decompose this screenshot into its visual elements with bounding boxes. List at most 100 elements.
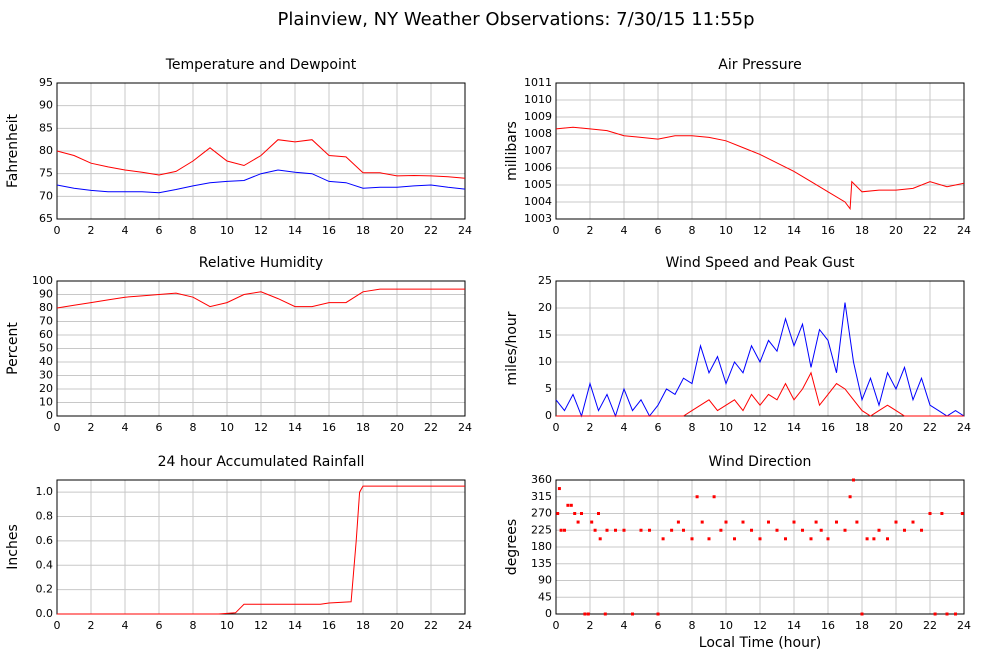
data-point — [894, 520, 898, 524]
x-tick-label: 2 — [88, 224, 95, 237]
x-tick-label: 22 — [923, 224, 937, 237]
data-point — [590, 520, 594, 524]
x-tick-label: 18 — [356, 421, 370, 434]
data-point — [576, 520, 580, 524]
x-tick-label: 16 — [821, 421, 835, 434]
chart-title: Relative Humidity — [199, 255, 323, 271]
data-point — [911, 520, 915, 524]
x-tick-label: 2 — [587, 619, 594, 632]
data-point — [605, 528, 609, 532]
x-tick-label: 16 — [322, 619, 336, 632]
y-tick-label: 1005 — [524, 178, 552, 191]
data-point — [712, 495, 716, 499]
x-tick-label: 14 — [787, 224, 801, 237]
x-tick-label: 20 — [390, 421, 404, 434]
x-tick-label: 18 — [356, 619, 370, 632]
x-tick-label: 22 — [424, 421, 438, 434]
y-axis-label: Inches — [5, 524, 21, 569]
x-tick-label: 0 — [54, 224, 61, 237]
data-point — [741, 520, 745, 524]
chart-title: 24 hour Accumulated Rainfall — [158, 454, 365, 470]
x-tick-label: 0 — [54, 421, 61, 434]
x-tick-label: 24 — [458, 619, 472, 632]
x-tick-label: 12 — [753, 421, 767, 434]
x-tick-label: 0 — [553, 224, 560, 237]
y-tick-label: 40 — [39, 355, 53, 368]
data-point — [586, 612, 590, 616]
y-axis-label: Fahrenheit — [5, 113, 21, 188]
data-point — [670, 528, 674, 532]
x-tick-label: 14 — [288, 224, 302, 237]
data-point — [843, 528, 847, 532]
x-tick-label: 12 — [254, 619, 268, 632]
data-point — [580, 512, 583, 515]
y-axis-label: Percent — [5, 322, 21, 375]
y-tick-label: 25 — [538, 274, 552, 287]
y-tick-label: 95 — [39, 76, 53, 89]
x-tick-label: 22 — [923, 619, 937, 632]
page-title: Plainview, NY Weather Observations: 7/30… — [277, 9, 754, 30]
data-point — [603, 612, 607, 616]
y-axis-label: miles/hour — [504, 311, 520, 385]
y-tick-label: 80 — [39, 301, 53, 314]
x-tick-label: 2 — [587, 224, 594, 237]
x-tick-label: 6 — [655, 224, 662, 237]
y-tick-label: 180 — [531, 540, 552, 553]
x-tick-label: 2 — [587, 421, 594, 434]
x-tick-label: 6 — [156, 421, 163, 434]
y-tick-label: 70 — [39, 189, 53, 202]
x-tick-label: 8 — [190, 421, 197, 434]
x-tick-label: 22 — [424, 224, 438, 237]
y-tick-label: 315 — [531, 490, 552, 503]
data-point — [852, 478, 855, 482]
x-tick-label: 22 — [424, 619, 438, 632]
y-tick-label: 90 — [39, 288, 53, 301]
data-point — [928, 512, 932, 515]
data-point — [865, 537, 869, 541]
data-point — [661, 537, 665, 541]
y-tick-label: 30 — [39, 369, 53, 382]
x-tick-label: 20 — [889, 619, 903, 632]
chart-title: Wind Speed and Peak Gust — [666, 255, 855, 271]
x-tick-label: 20 — [889, 224, 903, 237]
plot-frame — [555, 82, 965, 220]
x-tick-label: 4 — [621, 421, 628, 434]
x-tick-label: 4 — [122, 224, 129, 237]
x-tick-label: 0 — [553, 619, 560, 632]
y-tick-label: 0.2 — [36, 583, 54, 596]
data-point — [733, 537, 736, 541]
x-tick-label: 4 — [621, 224, 628, 237]
x-tick-label: 20 — [889, 421, 903, 434]
x-tick-label: 16 — [322, 224, 336, 237]
x-tick-label: 4 — [621, 619, 628, 632]
data-point — [886, 537, 889, 541]
data-line — [56, 288, 465, 309]
data-point — [877, 528, 881, 532]
x-tick-label: 10 — [719, 224, 733, 237]
y-tick-label: 20 — [39, 382, 53, 395]
data-point — [835, 520, 838, 524]
y-tick-label: 45 — [538, 590, 552, 603]
x-tick-label: 8 — [689, 224, 696, 237]
x-tick-label: 10 — [220, 619, 234, 632]
chart-title: Temperature and Dewpoint — [165, 57, 357, 73]
x-tick-label: 6 — [156, 224, 163, 237]
x-tick-label: 8 — [689, 619, 696, 632]
data-point — [682, 528, 685, 532]
y-tick-label: 10 — [538, 355, 552, 368]
data-point — [573, 512, 577, 515]
y-tick-label: 0 — [545, 409, 552, 422]
y-tick-label: 1003 — [524, 212, 552, 225]
x-tick-label: 10 — [719, 619, 733, 632]
x-tick-label: 14 — [787, 619, 801, 632]
y-tick-label: 1009 — [524, 110, 552, 123]
x-tick-label: 16 — [821, 224, 835, 237]
y-tick-label: 75 — [39, 167, 53, 180]
data-point — [855, 520, 859, 524]
x-tick-label: 20 — [390, 619, 404, 632]
x-tick-label: 12 — [753, 619, 767, 632]
x-tick-label: 14 — [288, 421, 302, 434]
data-point — [700, 520, 704, 524]
data-point — [593, 528, 597, 532]
